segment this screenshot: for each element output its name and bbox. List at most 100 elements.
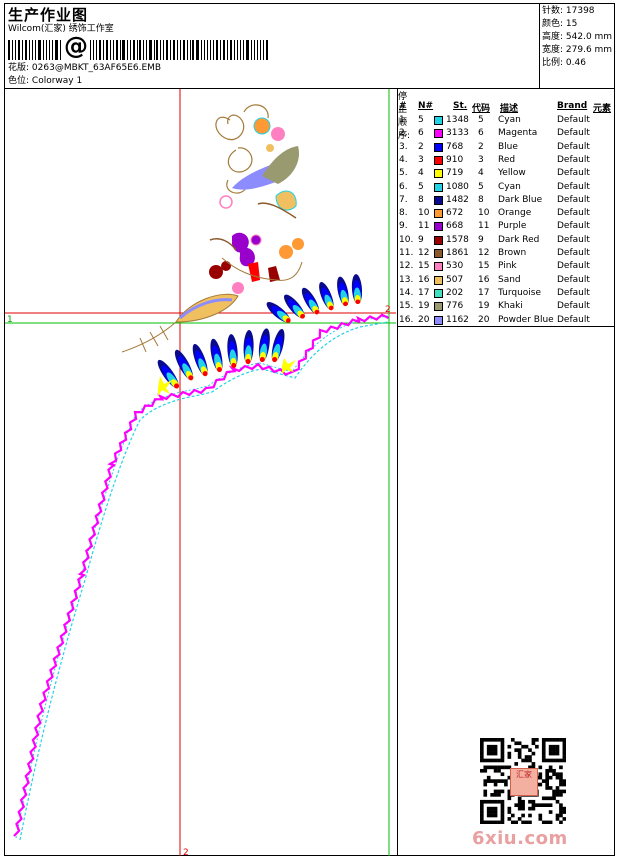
cell-st: 668 xyxy=(446,221,464,232)
color-stop-row: 14. 17 202 17 Turquoise Default xyxy=(398,287,615,300)
col-header-brand: Brand xyxy=(557,101,588,111)
guide-label-1: 1 xyxy=(7,315,13,325)
cell-st: 1162 xyxy=(446,314,469,325)
barcode-bar xyxy=(93,40,94,60)
barcode-bar xyxy=(148,40,152,60)
barcode-bar xyxy=(200,40,202,60)
design-stats: 针数: 17398 颜色: 15 高度: 542.0 mm 宽度: 279.6 mm 比… xyxy=(542,5,612,70)
barcode-bar xyxy=(143,40,144,60)
barcode-bar xyxy=(8,40,10,60)
cell-n: 9 xyxy=(418,234,424,245)
cell-code: 17 xyxy=(478,287,490,298)
color-stop-row: 1. 5 1348 5 Cyan Default xyxy=(398,114,615,127)
barcode-bar xyxy=(196,40,199,60)
color-stop-row: 15. 19 776 19 Khaki Default xyxy=(398,300,615,313)
stat-label: 针数: xyxy=(542,6,566,16)
stat-row: 高度: 542.0 mm xyxy=(542,31,612,44)
col-header-num: # xyxy=(399,101,407,111)
barcode-bar xyxy=(250,40,252,60)
cell-desc: Purple xyxy=(498,221,527,232)
barcode-bar xyxy=(222,40,226,60)
panel-divider xyxy=(397,88,398,856)
feather-fan-group xyxy=(157,274,363,389)
stat-label: 比例: xyxy=(542,58,566,68)
barcode-bar xyxy=(28,40,30,60)
design-filename: 0263@MBKT_63AF65E6.EMB xyxy=(31,63,162,73)
barcode-bar xyxy=(230,40,232,60)
feather xyxy=(337,276,349,307)
barcode-bar xyxy=(95,40,97,60)
cell-brand: Default xyxy=(557,141,590,152)
barcode-bar xyxy=(139,40,142,60)
cell-st: 507 xyxy=(446,274,464,285)
cell-st: 3133 xyxy=(446,128,469,139)
table-header: # N# St. 代码 描述 Brand 元素 xyxy=(398,101,615,114)
company-name: Wilcom(汇家) 绣饰工作室 xyxy=(8,24,114,34)
cell-num: 6. xyxy=(399,181,408,192)
barcode-bar xyxy=(132,40,135,60)
barcode-bar xyxy=(59,40,61,60)
cell-num: 15. xyxy=(399,301,414,312)
cell-num: 7. xyxy=(399,194,408,205)
barcode-bar xyxy=(177,40,178,60)
color-stop-row: 12. 15 530 15 Pink Default xyxy=(398,260,615,273)
cell-n: 19 xyxy=(418,301,430,312)
cell-brand: Default xyxy=(557,208,590,219)
stat-value: 0.46 xyxy=(565,58,586,68)
barcode-bar xyxy=(115,40,118,60)
barcode-bar xyxy=(38,40,41,60)
color-swatch xyxy=(434,288,443,298)
barcode-bar xyxy=(45,40,47,60)
cell-code: 3 xyxy=(478,154,484,165)
barcode-bar xyxy=(14,40,16,60)
cell-code: 10 xyxy=(478,208,490,219)
barcode-bar xyxy=(192,40,195,60)
cell-st: 910 xyxy=(446,154,464,165)
cell-brand: Default xyxy=(557,154,590,165)
color-table-bottom xyxy=(397,326,615,327)
barcode-bar xyxy=(146,40,147,60)
stat-label: 高度: xyxy=(542,32,566,42)
cell-num: 13. xyxy=(399,274,414,285)
cell-desc: Yellow xyxy=(498,168,526,179)
feather xyxy=(243,330,254,365)
stop-sequence-title: 停止顺序: xyxy=(398,92,411,141)
barcode-bar xyxy=(227,40,229,60)
cell-desc: Powder Blue xyxy=(498,314,554,325)
color-stop-row: 13. 16 507 16 Sand Default xyxy=(398,274,615,287)
barcode-bar xyxy=(22,40,23,60)
barcode-bar xyxy=(31,40,33,60)
cell-st: 1482 xyxy=(446,194,469,205)
col-header-desc: 描述 xyxy=(500,104,519,114)
barcode-bar xyxy=(260,40,262,60)
cell-n: 12 xyxy=(418,248,430,258)
colorway-value: Colorway 1 xyxy=(31,76,83,86)
barcode-bar xyxy=(189,40,191,60)
color-swatch xyxy=(434,249,443,258)
cell-brand: Default xyxy=(557,128,590,139)
barcode-bar xyxy=(34,40,37,60)
cell-n: 11 xyxy=(418,221,430,232)
cell-n: 4 xyxy=(418,168,424,179)
cell-num: 5. xyxy=(399,168,408,179)
cell-st: 202 xyxy=(446,287,464,298)
barcode-bar xyxy=(25,40,27,60)
barcode-bar xyxy=(216,40,218,60)
feather xyxy=(266,301,291,323)
cell-desc: Turquoise xyxy=(498,287,542,298)
barcode-bar xyxy=(263,40,265,60)
feather xyxy=(192,343,208,377)
cell-code: 15 xyxy=(478,261,490,272)
cell-num: 3. xyxy=(399,141,408,152)
cell-n: 5 xyxy=(418,115,424,125)
col-header-st: St. xyxy=(453,101,468,111)
cell-brand: Default xyxy=(557,168,590,179)
barcode-bar xyxy=(266,40,268,60)
feather xyxy=(157,359,180,389)
col-header-n: N# xyxy=(418,101,434,111)
cell-desc: Pink xyxy=(498,261,517,272)
barcode-bar xyxy=(129,40,131,60)
barcode-bar xyxy=(17,40,21,60)
cell-st: 1861 xyxy=(446,248,469,258)
